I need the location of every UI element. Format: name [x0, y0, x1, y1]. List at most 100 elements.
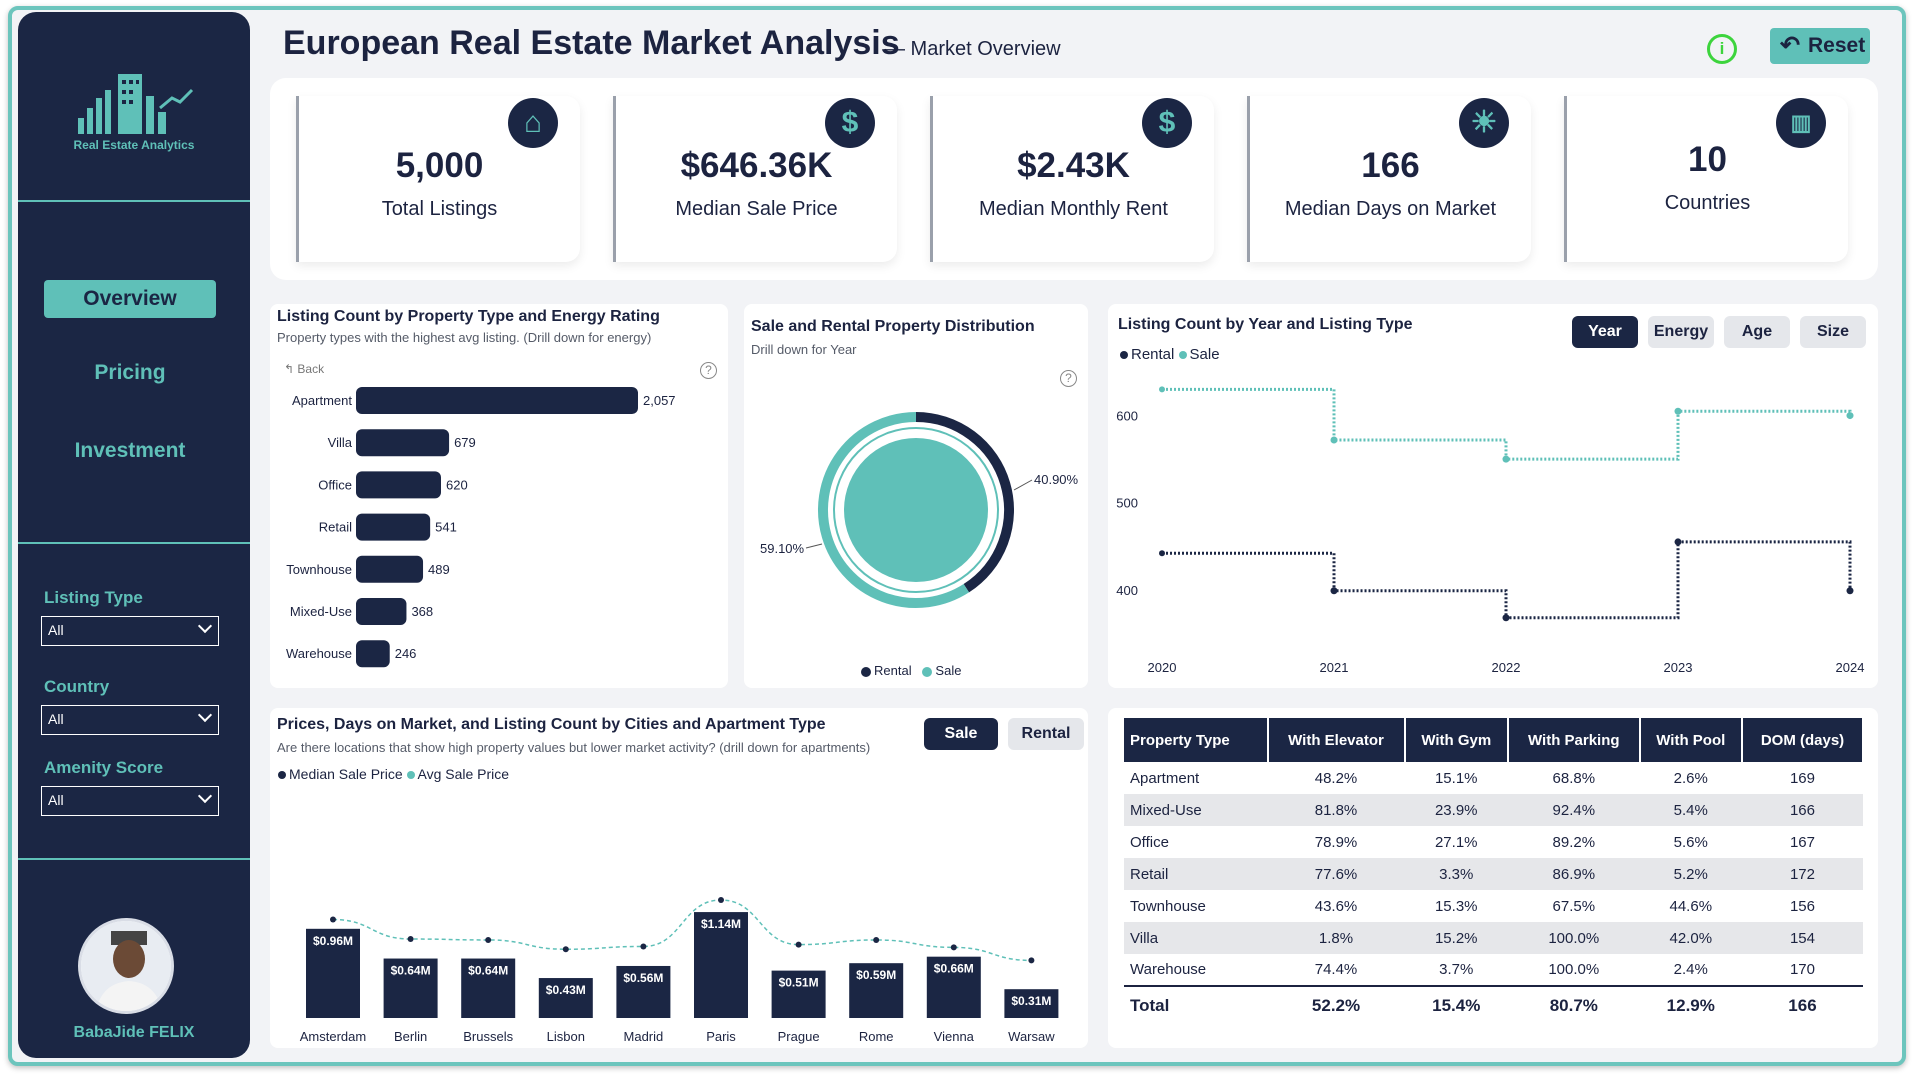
- avg-price-point: [950, 944, 957, 951]
- kpi-card-median-monthly-rent: $ $2.43K Median Monthly Rent: [930, 96, 1214, 262]
- table-row[interactable]: Apartment 48.2% 15.1% 68.8% 2.6% 169: [1124, 762, 1863, 794]
- donut-inner-ring: [833, 427, 999, 593]
- legend-dot: [406, 771, 415, 780]
- page-subtitle: — Market Overview: [885, 38, 1061, 60]
- toggle-age[interactable]: Age: [1724, 316, 1790, 348]
- avg-price-point: [485, 936, 492, 943]
- kpi-value: $2.43K: [1017, 146, 1130, 185]
- dollar-icon: $: [825, 98, 875, 148]
- table-cell: 44.6%: [1669, 897, 1713, 915]
- column-header[interactable]: DOM (days): [1741, 718, 1865, 762]
- column-header[interactable]: Property Type: [1124, 718, 1269, 762]
- table-cell: 169: [1789, 769, 1815, 787]
- table-cell: 42.0%: [1639, 922, 1742, 954]
- x-tick-label: 2022: [1492, 660, 1521, 675]
- column-header[interactable]: With Parking: [1508, 718, 1641, 762]
- table-cell: 92.4%: [1508, 794, 1640, 826]
- toggle-energy[interactable]: Energy: [1648, 316, 1714, 348]
- bar-category-label: Townhouse: [286, 562, 352, 577]
- table-cell: Retail: [1124, 858, 1268, 890]
- x-tick-label: Warsaw: [1008, 1029, 1055, 1044]
- help-icon[interactable]: ?: [700, 362, 717, 379]
- data-point: [1674, 538, 1682, 546]
- toggle-sale[interactable]: Sale: [924, 718, 998, 750]
- logo-icon: [78, 74, 194, 134]
- data-point: [1502, 455, 1510, 463]
- bar-category-label: Warehouse: [286, 646, 352, 661]
- toggle-year[interactable]: Year: [1572, 316, 1638, 348]
- nav-investment[interactable]: Investment: [74, 439, 186, 462]
- table-row[interactable]: Townhouse 43.6% 15.3% 67.5% 44.6% 156: [1124, 890, 1863, 922]
- bar: [356, 555, 424, 583]
- legend-dot: [1120, 351, 1128, 360]
- undo-icon: ↶: [1780, 32, 1801, 59]
- table-cell: 27.1%: [1434, 833, 1478, 851]
- country-select[interactable]: All: [41, 705, 219, 735]
- amenity-table-card: Property Type With Elevator With Gym With P…: [1108, 708, 1878, 1048]
- table-row[interactable]: Villa 1.8% 15.2% 100.0% 42.0% 154: [1124, 922, 1863, 954]
- chart-title: Prices, Days on Market, and Listing Coun…: [277, 716, 826, 733]
- avg-price-point: [718, 897, 724, 903]
- chart-subtitle: Are there locations that show high prope…: [277, 740, 871, 755]
- x-tick-label: Berlin: [394, 1029, 427, 1044]
- donut-slice: [915, 412, 1014, 593]
- bar: [306, 928, 360, 1018]
- bar-value-label: $0.51M: [779, 976, 819, 990]
- amenity-score-select[interactable]: All: [41, 786, 219, 816]
- x-tick-label: Amsterdam: [300, 1029, 366, 1044]
- bar-category-label: Apartment: [292, 393, 352, 408]
- column-header[interactable]: With Pool: [1639, 718, 1743, 762]
- bar: [771, 970, 826, 1018]
- column-header[interactable]: With Elevator: [1267, 718, 1406, 762]
- reset-button[interactable]: ↶ Reset: [1770, 28, 1870, 64]
- kpi-strip: ⌂ 5,000 Total Listings $ $646.36K Median…: [270, 78, 1878, 280]
- table-cell: 15.3%: [1434, 897, 1478, 915]
- kpi-card-countries: ▥ 10 Countries: [1564, 96, 1848, 262]
- listing-type-select[interactable]: All: [41, 616, 219, 646]
- table-cell: 2.4%: [1673, 961, 1708, 978]
- info-icon[interactable]: i: [1707, 34, 1737, 64]
- toggle-size[interactable]: Size: [1800, 316, 1866, 348]
- donut-slice: [818, 412, 970, 608]
- column-header[interactable]: With Gym: [1404, 718, 1509, 762]
- table-total-row: Total 52.2% 15.4% 80.7% 12.9% 166: [1124, 985, 1863, 1024]
- table-row[interactable]: Retail 77.6% 3.3% 86.9% 5.2% 172: [1124, 858, 1863, 890]
- legend-label: Rental: [874, 663, 912, 678]
- table-cell: 15.4%: [1404, 985, 1508, 1024]
- avatar: [78, 918, 174, 1014]
- table-row[interactable]: Mixed-Use 81.8% 23.9% 92.4% 5.4% 166: [1124, 794, 1863, 826]
- table-cell: 89.2%: [1552, 833, 1596, 851]
- table-cell: 1.8%: [1267, 922, 1405, 954]
- x-tick-label: 2024: [1836, 660, 1865, 675]
- back-button[interactable]: ↰ Back: [284, 362, 324, 376]
- avatar-image: [81, 921, 171, 1011]
- buildings-icon: ▥: [1776, 98, 1826, 148]
- bar-category-label: Retail: [319, 520, 352, 535]
- table-cell: 52.2%: [1267, 985, 1405, 1024]
- table-cell: 48.2%: [1314, 769, 1358, 787]
- table-row[interactable]: Warehouse 74.4% 3.7% 100.0% 2.4% 170: [1124, 954, 1863, 986]
- data-point: [1330, 436, 1338, 444]
- year-line-card: Listing Count by Year and Listing Type R…: [1108, 304, 1878, 688]
- kpi-card-median-sale-price: $ $646.36K Median Sale Price: [613, 96, 897, 262]
- table-cell: Townhouse: [1130, 897, 1206, 915]
- table-cell: 81.8%: [1267, 794, 1405, 826]
- nav-pricing[interactable]: Pricing: [94, 361, 166, 384]
- nav-overview[interactable]: Overview: [44, 280, 216, 318]
- legend-dot: [278, 771, 286, 780]
- logo-text: Real Estate Analytics: [73, 138, 195, 152]
- distribution-donut-chart: 40.90% 59.10%: [760, 412, 1079, 608]
- select-value: All: [48, 622, 64, 638]
- table-cell: 15.1%: [1434, 769, 1478, 787]
- data-point: [1846, 412, 1854, 420]
- kpi-label: Total Listings: [381, 198, 498, 220]
- help-icon[interactable]: ?: [1060, 370, 1077, 387]
- legend-label: Median Sale Price: [289, 766, 403, 782]
- table-row[interactable]: Office 78.9% 27.1% 89.2% 5.6% 167: [1124, 826, 1863, 858]
- bar-value-label: 679: [454, 435, 476, 450]
- donut-center: [844, 438, 988, 582]
- x-tick-label: Rome: [859, 1029, 894, 1044]
- toggle-rental[interactable]: Rental: [1008, 718, 1084, 750]
- bar: [356, 429, 450, 457]
- kpi-label: Countries: [1664, 192, 1751, 214]
